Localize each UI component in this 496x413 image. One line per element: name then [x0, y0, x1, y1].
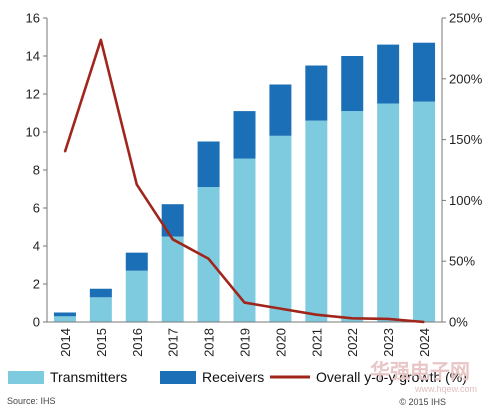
- y-right-tick-label: 200%: [449, 71, 483, 86]
- growth-point-2023: [387, 318, 389, 320]
- growth-point-2014: [64, 150, 66, 153]
- bar-receivers-2023: [377, 44, 400, 104]
- bar-receivers-2016: [125, 252, 148, 271]
- y-right-tick-label: 0%: [449, 315, 468, 330]
- growth-point-2016: [135, 183, 138, 186]
- watermark-logo-text: 华强电子网: [370, 359, 470, 383]
- x-tick-label: 2015: [94, 328, 109, 357]
- legend-receivers-swatch: [160, 371, 196, 384]
- bar-receivers-2020: [269, 84, 292, 136]
- y-right-tick-label: 150%: [449, 132, 483, 147]
- bar-transmitters-2021: [305, 120, 328, 322]
- bar-transmitters-2019: [233, 158, 256, 322]
- y-left-tick-label: 6: [33, 201, 40, 216]
- growth-point-2018: [207, 257, 210, 260]
- growth-point-2019: [243, 301, 246, 304]
- y-left-tick-label: 12: [26, 87, 40, 102]
- x-tick-label: 2014: [58, 328, 73, 357]
- legend-receivers-label: Receivers: [202, 369, 264, 385]
- y-left-tick-label: 8: [33, 163, 40, 178]
- y-left-tick-label: 14: [26, 49, 40, 64]
- bar-receivers-2015: [89, 288, 112, 298]
- y-left-tick-label: 0: [33, 315, 40, 330]
- bar-transmitters-2024: [413, 101, 436, 322]
- watermark-url: www.hqew.com: [414, 384, 477, 394]
- y-left-tick-label: 4: [33, 239, 40, 254]
- bar-transmitters-2017: [161, 236, 184, 322]
- x-tick-label: 2020: [273, 328, 288, 357]
- bar-receivers-2019: [233, 111, 256, 159]
- bar-transmitters-2022: [341, 111, 364, 322]
- legend-transmitters-label: Transmitters: [50, 369, 127, 385]
- source-note: Source: IHS: [7, 396, 56, 406]
- legend-transmitters-swatch: [8, 371, 44, 384]
- y-right-tick-label: 100%: [449, 193, 483, 208]
- x-tick-label: 2016: [130, 328, 145, 357]
- bar-transmitters-2015: [89, 297, 112, 322]
- x-tick-label: 2019: [238, 328, 253, 357]
- x-tick-label: 2021: [309, 328, 324, 357]
- y-left-tick-label: 10: [26, 125, 40, 140]
- growth-point-2021: [315, 313, 318, 316]
- bar-receivers-2024: [413, 42, 436, 102]
- bar-receivers-2014: [53, 312, 76, 317]
- growth-point-2020: [279, 307, 282, 310]
- bar-receivers-2018: [197, 141, 220, 188]
- x-tick-label: 2022: [345, 328, 360, 357]
- y-right-tick-label: 50%: [449, 254, 475, 269]
- growth-point-2024: [423, 321, 425, 323]
- bar-receivers-2021: [305, 65, 328, 121]
- y-left-tick-label: 16: [26, 11, 40, 26]
- legend-growth-label: Overall y-o-y growth (%): [316, 369, 467, 385]
- bar-transmitters-2020: [269, 135, 292, 322]
- bar-transmitters-2023: [377, 103, 400, 322]
- bar-receivers-2022: [341, 56, 364, 112]
- bar-receivers-2017: [161, 204, 184, 237]
- x-tick-label: 2024: [417, 328, 432, 357]
- y-right-tick-label: 250%: [449, 11, 483, 26]
- x-tick-label: 2017: [166, 328, 181, 357]
- bar-transmitters-2018: [197, 187, 220, 322]
- bar-transmitters-2016: [125, 270, 148, 322]
- y-left-tick-label: 2: [33, 277, 40, 292]
- copyright-note: © 2015 IHS: [399, 397, 446, 407]
- x-tick-label: 2023: [381, 328, 396, 357]
- growth-point-2015: [100, 39, 102, 41]
- x-tick-label: 2018: [202, 328, 217, 357]
- bar-transmitters-2014: [53, 316, 76, 322]
- growth-point-2022: [351, 317, 354, 320]
- growth-point-2017: [171, 238, 174, 241]
